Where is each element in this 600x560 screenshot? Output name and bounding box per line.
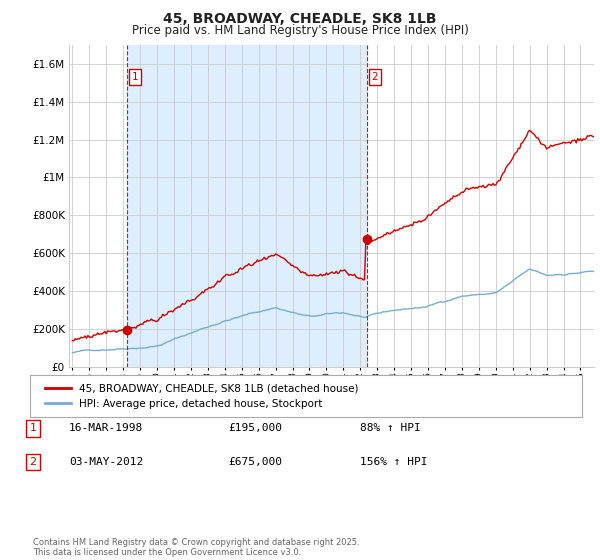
Text: £675,000: £675,000 xyxy=(228,457,282,467)
Text: 156% ↑ HPI: 156% ↑ HPI xyxy=(360,457,427,467)
Text: £195,000: £195,000 xyxy=(228,423,282,433)
Legend: 45, BROADWAY, CHEADLE, SK8 1LB (detached house), HPI: Average price, detached ho: 45, BROADWAY, CHEADLE, SK8 1LB (detached… xyxy=(41,380,363,413)
Text: 16-MAR-1998: 16-MAR-1998 xyxy=(69,423,143,433)
Text: 1: 1 xyxy=(29,423,37,433)
Text: 88% ↑ HPI: 88% ↑ HPI xyxy=(360,423,421,433)
Text: 2: 2 xyxy=(371,72,378,82)
Bar xyxy=(127,45,367,367)
Text: 03-MAY-2012: 03-MAY-2012 xyxy=(69,457,143,467)
Text: 1: 1 xyxy=(132,72,139,82)
Text: 2: 2 xyxy=(29,457,37,467)
Text: 45, BROADWAY, CHEADLE, SK8 1LB: 45, BROADWAY, CHEADLE, SK8 1LB xyxy=(163,12,437,26)
Text: Price paid vs. HM Land Registry's House Price Index (HPI): Price paid vs. HM Land Registry's House … xyxy=(131,24,469,37)
Text: Contains HM Land Registry data © Crown copyright and database right 2025.
This d: Contains HM Land Registry data © Crown c… xyxy=(33,538,359,557)
